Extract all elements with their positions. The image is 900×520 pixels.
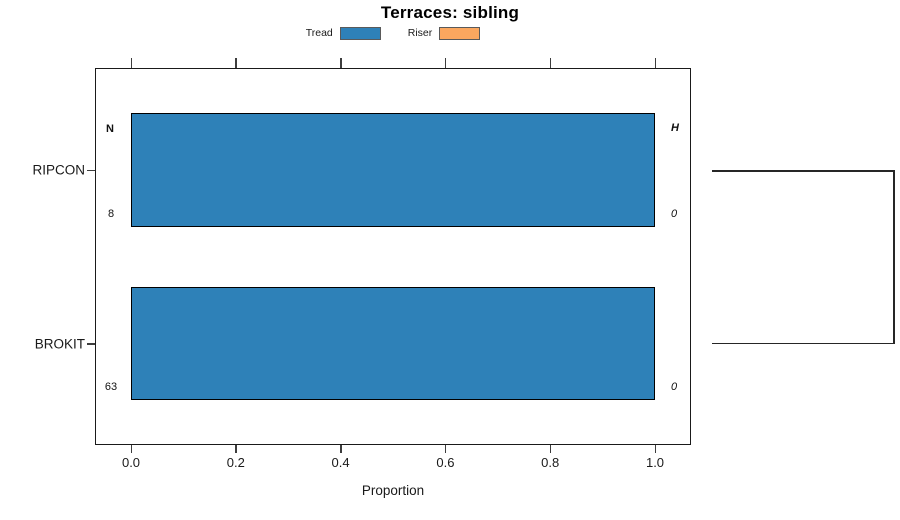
legend-label-riser: Riser bbox=[407, 27, 433, 39]
column-header-n: N bbox=[106, 123, 114, 135]
bracket-bottom-line bbox=[712, 342, 893, 344]
x-tick-label: 0.6 bbox=[436, 455, 455, 470]
n-count-value: 63 bbox=[104, 381, 118, 393]
y-tick bbox=[87, 343, 95, 345]
legend-item-riser: Riser bbox=[407, 26, 481, 40]
x-tick-label: 0.4 bbox=[331, 455, 350, 470]
h-count-value: 0 bbox=[670, 208, 678, 220]
tread-bar bbox=[131, 113, 655, 227]
x-tick-top bbox=[444, 58, 447, 68]
tread-color-swatch bbox=[339, 26, 381, 40]
x-tick-top bbox=[235, 58, 237, 68]
x-axis-title: Proportion bbox=[361, 483, 425, 498]
h-count-value: 0 bbox=[670, 381, 678, 393]
column-header-h: H bbox=[671, 122, 679, 134]
x-tick-bottom bbox=[444, 445, 447, 453]
x-tick-bottom bbox=[340, 445, 342, 453]
chart-title: Terraces: sibling bbox=[380, 3, 520, 22]
legend-label-tread: Tread bbox=[305, 27, 333, 39]
x-tick-bottom bbox=[130, 445, 132, 453]
x-tick-top bbox=[340, 58, 342, 68]
tread-bar bbox=[131, 287, 655, 400]
x-tick-label: 1.0 bbox=[645, 455, 665, 470]
x-tick-top bbox=[130, 58, 132, 68]
x-tick-top bbox=[549, 58, 552, 68]
x-tick-bottom bbox=[549, 445, 552, 453]
bracket-vertical-line bbox=[893, 170, 895, 344]
legend-item-tread: Tread bbox=[305, 26, 381, 40]
n-count-value: 8 bbox=[107, 208, 115, 220]
x-tick-label: 0.2 bbox=[226, 455, 245, 470]
x-tick-bottom bbox=[235, 445, 237, 453]
x-tick-bottom bbox=[654, 445, 656, 453]
riser-color-swatch bbox=[439, 26, 481, 40]
x-tick-label: 0.8 bbox=[541, 455, 560, 470]
category-label: RIPCON bbox=[32, 162, 85, 178]
bracket-top-line bbox=[712, 170, 893, 172]
legend: Tread Riser bbox=[95, 25, 691, 41]
x-tick-top bbox=[654, 58, 656, 68]
category-label: BROKIT bbox=[34, 336, 85, 351]
y-tick bbox=[87, 169, 95, 171]
x-tick-label: 0.0 bbox=[121, 455, 141, 470]
